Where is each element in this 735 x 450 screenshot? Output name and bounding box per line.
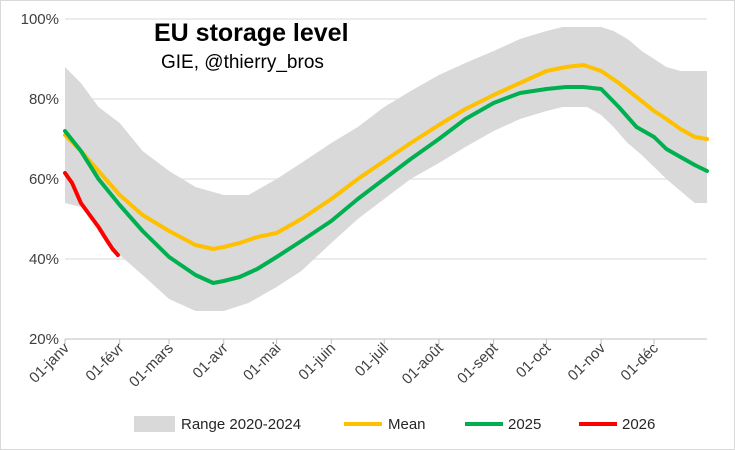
- y-tick-label: 100%: [21, 11, 59, 28]
- x-tick-label: 01-déc: [617, 339, 662, 384]
- y-tick-label: 40%: [29, 251, 59, 268]
- y-tick-label: 60%: [29, 171, 59, 188]
- x-tick-label: 01-sept: [454, 339, 502, 387]
- x-tick-label: 01-nov: [565, 339, 610, 384]
- y-tick-label: 20%: [29, 331, 59, 348]
- legend-label-mean: Mean: [388, 416, 426, 433]
- series-2026-line: [63, 171, 120, 257]
- x-tick-label: 01-juin: [295, 340, 339, 384]
- range-band: [65, 27, 707, 311]
- x-tick-label: 01-mars: [126, 340, 177, 391]
- x-tick-label: 01-mai: [240, 340, 284, 384]
- series-2025-line: [63, 85, 709, 285]
- y-axis-ticks: 20% 40% 60% 80% 100%: [21, 11, 59, 348]
- chart-subtitle: GIE, @thierry_bros: [161, 52, 324, 73]
- series-layer: [63, 63, 709, 285]
- legend: Range 2020-2024 Mean 2025 2026: [134, 416, 655, 433]
- x-tick-label: 01-juil: [352, 340, 392, 380]
- x-tick-label: 01-oct: [513, 339, 555, 381]
- range-band-layer: [65, 27, 707, 311]
- legend-label-2026: 2026: [622, 416, 655, 433]
- x-tick-label: 01-févr: [82, 340, 127, 385]
- x-axis: [64, 338, 707, 344]
- y-tick-label: 80%: [29, 91, 59, 108]
- chart-title: EU storage level: [154, 19, 349, 47]
- x-tick-label: 01-avr: [189, 340, 231, 382]
- x-tick-label: 01-août: [399, 339, 448, 388]
- legend-label-range: Range 2020-2024: [181, 416, 301, 433]
- legend-swatch-range: [134, 416, 175, 432]
- series-mean-line: [63, 63, 709, 251]
- legend-label-2025: 2025: [508, 416, 541, 433]
